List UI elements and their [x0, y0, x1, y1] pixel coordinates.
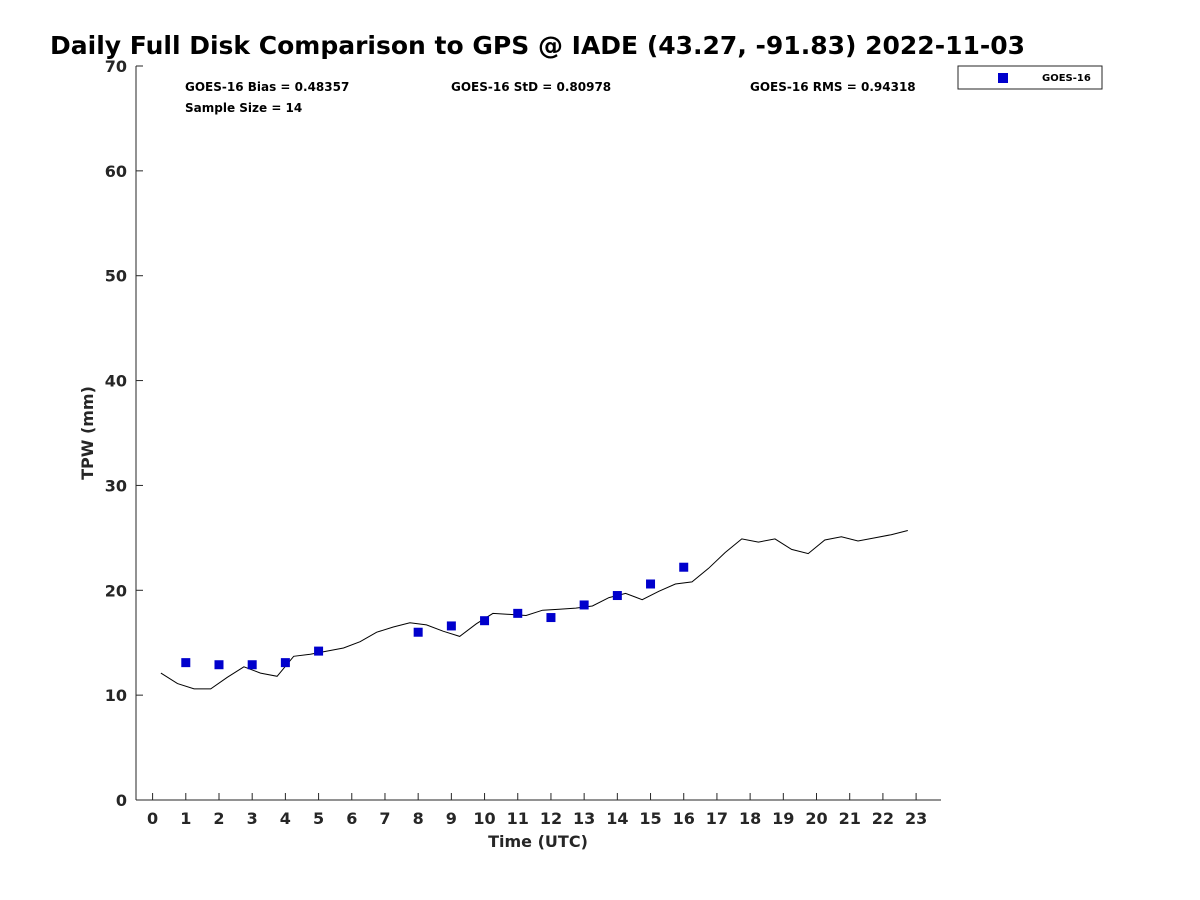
goes16-series	[181, 562, 689, 670]
x-tick-label: 1	[180, 809, 191, 828]
x-ticks: 0 1 2 3 4 5 6 7 8 9 10 11 12 13 14 15 16 17 18 19 20 21 22 23	[147, 793, 927, 828]
y-tick-label: 70	[105, 57, 127, 76]
y-tick-label: 40	[105, 372, 127, 391]
std-stat: GOES-16 StD = 0.80978	[451, 80, 611, 94]
chart-title: Daily Full Disk Comparison to GPS @ IADE…	[50, 31, 1025, 60]
goes16-point	[214, 660, 224, 670]
x-tick-label: 9	[446, 809, 457, 828]
x-tick-label: 5	[313, 809, 324, 828]
x-tick-label: 8	[413, 809, 424, 828]
x-tick-label: 16	[673, 809, 695, 828]
goes16-point	[546, 613, 556, 623]
x-axis-label: Time (UTC)	[488, 832, 588, 851]
x-tick-label: 11	[507, 809, 529, 828]
goes16-point	[280, 658, 290, 668]
x-tick-label: 15	[639, 809, 661, 828]
goes16-point	[413, 627, 423, 637]
goes16-point	[181, 658, 191, 668]
x-tick-label: 0	[147, 809, 158, 828]
x-tick-label: 10	[473, 809, 495, 828]
y-tick-label: 0	[116, 791, 127, 810]
bias-stat: GOES-16 Bias = 0.48357	[185, 80, 349, 94]
legend-marker-goes16	[998, 73, 1008, 83]
x-tick-label: 12	[540, 809, 562, 828]
y-axis-label: TPW (mm)	[78, 386, 97, 480]
goes16-point	[247, 660, 257, 670]
sample-size-stat: Sample Size = 14	[185, 101, 302, 115]
legend-label-goes16: GOES-16	[1042, 73, 1091, 84]
plot-axes	[135, 66, 941, 801]
gps-series-line	[160, 530, 908, 690]
legend-box	[957, 65, 1103, 90]
goes16-point	[480, 616, 490, 626]
x-tick-label: 21	[839, 809, 861, 828]
goes16-point	[314, 646, 324, 656]
y-tick-label: 50	[105, 267, 127, 286]
goes16-point	[579, 600, 589, 610]
x-tick-label: 13	[573, 809, 595, 828]
x-tick-label: 17	[706, 809, 728, 828]
rms-stat: GOES-16 RMS = 0.94318	[750, 80, 916, 94]
goes16-point	[646, 579, 656, 589]
x-tick-label: 18	[739, 809, 761, 828]
goes16-point	[513, 608, 523, 618]
x-tick-label: 20	[805, 809, 827, 828]
x-tick-label: 6	[346, 809, 357, 828]
x-tick-label: 2	[213, 809, 224, 828]
x-tick-label: 3	[247, 809, 258, 828]
legend: GOES-16	[957, 65, 1103, 90]
gps-series	[160, 530, 908, 690]
x-tick-label: 22	[872, 809, 894, 828]
goes16-point	[679, 562, 689, 572]
y-tick-label: 30	[105, 476, 127, 495]
y-tick-label: 60	[105, 162, 127, 181]
goes16-point	[446, 621, 456, 631]
y-tick-label: 10	[105, 686, 127, 705]
y-ticks: 0 10 20 30 40 50 60 70	[105, 57, 143, 810]
x-tick-label: 19	[772, 809, 794, 828]
y-tick-label: 20	[105, 581, 127, 600]
x-tick-label: 14	[606, 809, 628, 828]
goes16-point	[612, 591, 622, 601]
x-tick-label: 23	[905, 809, 927, 828]
x-tick-label: 7	[379, 809, 390, 828]
x-tick-label: 4	[280, 809, 291, 828]
